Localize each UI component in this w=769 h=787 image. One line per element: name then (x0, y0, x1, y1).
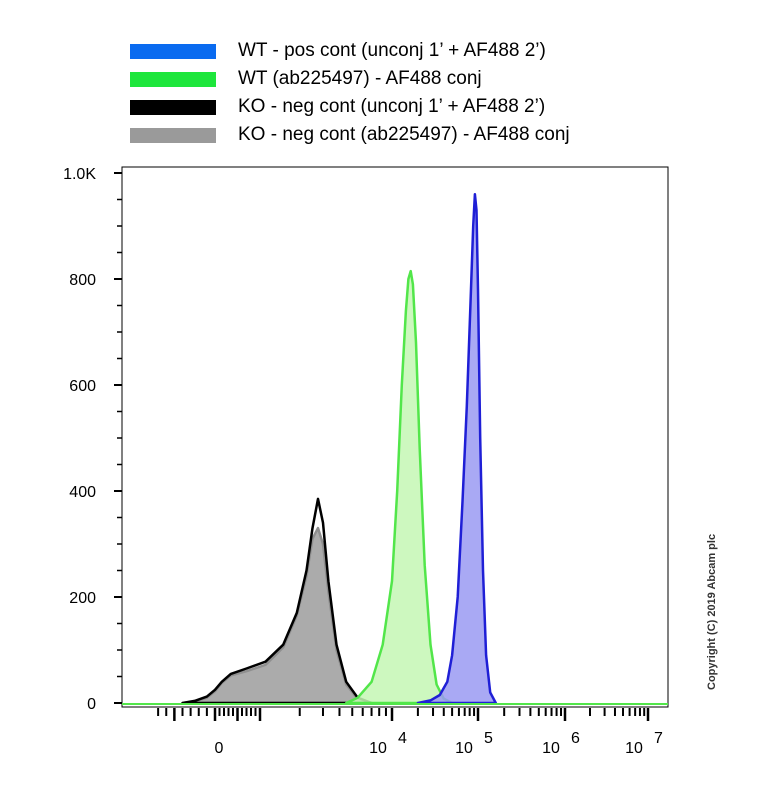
x-tick-label: 10 (625, 740, 643, 757)
x-tick-label: 0 (215, 740, 224, 757)
legend-swatch-ko-neg-cont (130, 100, 216, 115)
series-layer (122, 192, 668, 705)
x-tick-label: 10 (542, 740, 560, 757)
y-tick-label: 400 (69, 484, 96, 501)
x-tick-label: 10 (455, 740, 473, 757)
y-tick-label: 0 (87, 696, 96, 713)
y-tick-label: 200 (69, 590, 96, 607)
y-tick-label: 800 (69, 272, 96, 289)
series-ko-neg-cont (181, 497, 373, 705)
x-tick-exponent: 4 (398, 730, 407, 747)
series-ko-conj (181, 526, 373, 705)
series-wt-pos-cont (416, 192, 498, 705)
legend-label-ko-conj: KO - neg cont (ab225497) - AF488 conj (238, 124, 570, 145)
x-tick-exponent: 7 (654, 730, 663, 747)
y-tick-label: 600 (69, 378, 96, 395)
x-tick-exponent: 6 (571, 730, 580, 747)
series-wt-conj (344, 269, 454, 705)
y-tick-label: 1.0K (63, 166, 96, 183)
legend-label-wt-pos-cont: WT - pos cont (unconj 1’ + AF488 2’) (238, 40, 546, 61)
legend-swatch-ko-conj (130, 128, 216, 143)
axis-layer: 0 200 400 600 800 1.0K 0 4 10 5 10 6 10 7 10 (63, 166, 663, 757)
x-tick-exponent: 5 (484, 730, 493, 747)
copyright-text: Copyright (C) 2019 Abcam plc (706, 533, 718, 690)
legend-swatch-wt-conj (130, 72, 216, 87)
legend-label-ko-neg-cont: KO - neg cont (unconj 1’ + AF488 2’) (238, 96, 546, 117)
x-tick-label: 10 (369, 740, 387, 757)
plot-frame (121, 166, 669, 708)
legend-swatch-wt-pos-cont (130, 44, 216, 59)
legend-label-wt-conj: WT (ab225497) - AF488 conj (238, 68, 482, 89)
